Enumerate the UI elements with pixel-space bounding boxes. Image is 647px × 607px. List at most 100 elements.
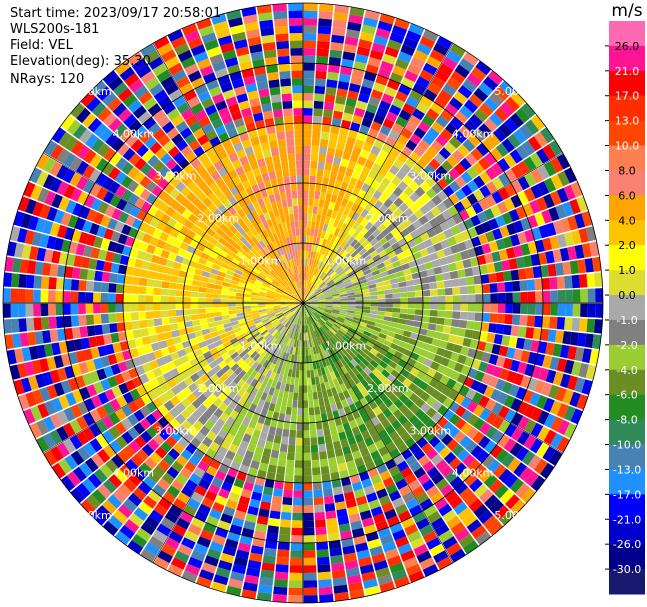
range-gate	[327, 356, 334, 365]
range-gate	[348, 83, 361, 93]
start-time-value: 2023/09/17 20:58:01	[83, 6, 222, 21]
range-gate	[266, 307, 274, 311]
range-gate	[105, 344, 115, 355]
range-gate	[183, 303, 191, 309]
range-gate	[314, 353, 319, 362]
range-gate	[272, 356, 279, 365]
range-gate	[375, 245, 385, 254]
range-gate	[329, 49, 343, 59]
range-gate	[197, 404, 208, 415]
range-gate	[393, 186, 404, 197]
range-gate	[449, 180, 461, 193]
range-gate	[569, 391, 581, 408]
range-gate	[453, 362, 464, 373]
range-gate	[377, 303, 386, 308]
range-gate	[418, 215, 429, 226]
range-gate	[283, 319, 289, 327]
range-gate	[388, 213, 398, 223]
range-gate	[252, 396, 260, 406]
range-gate	[372, 344, 381, 352]
range-gate	[100, 238, 111, 251]
range-gate	[130, 303, 139, 312]
range-gate	[288, 303, 296, 306]
range-gate	[372, 368, 381, 378]
range-gate	[309, 316, 314, 324]
range-gate	[421, 151, 434, 164]
range-gate	[223, 396, 233, 406]
range-gate	[321, 286, 329, 292]
range-gate	[139, 405, 151, 418]
colorbar-swatches: 26.021.017.013.010.08.06.04.02.01.00.0-1…	[605, 21, 645, 595]
range-gate	[323, 169, 331, 179]
range-gate	[464, 267, 474, 277]
range-gate	[452, 303, 461, 311]
range-gate	[375, 232, 385, 242]
range-gate	[509, 478, 524, 494]
range-gate	[390, 321, 399, 328]
range-gate	[297, 310, 301, 318]
range-gate	[584, 258, 594, 273]
range-gate	[344, 225, 352, 234]
range-gate	[355, 100, 368, 111]
range-gate	[281, 306, 289, 310]
colorbar-tick-label: -6.0	[616, 389, 637, 402]
range-gate	[72, 466, 87, 482]
range-gate	[345, 429, 354, 439]
range-gate	[308, 293, 315, 299]
range-gate	[391, 312, 400, 318]
range-gate	[222, 386, 232, 397]
range-gate	[357, 407, 367, 417]
range-gate	[280, 511, 292, 521]
range-gate	[267, 464, 277, 474]
range-gate	[190, 303, 199, 309]
range-gate	[408, 338, 417, 346]
range-gate	[251, 412, 260, 422]
range-gate	[348, 273, 357, 279]
range-gate	[187, 266, 196, 274]
range-gate	[307, 291, 313, 298]
range-gate	[51, 342, 61, 356]
range-gate	[122, 498, 138, 513]
range-gate	[347, 307, 356, 312]
range-gate	[310, 153, 319, 162]
range-gate	[303, 497, 314, 506]
range-gate	[321, 334, 328, 342]
range-gate	[79, 268, 89, 280]
range-gate	[198, 308, 206, 314]
range-gate	[362, 303, 371, 307]
range-gate	[360, 208, 369, 218]
range-gate	[56, 410, 69, 425]
range-gate	[310, 315, 316, 323]
range-gate	[504, 423, 517, 438]
range-gate	[391, 25, 408, 37]
range-gate	[459, 487, 474, 501]
range-gate	[245, 426, 255, 436]
range-gate	[355, 364, 363, 373]
range-gate	[78, 361, 89, 375]
range-gate	[278, 325, 285, 333]
range-gate	[259, 501, 271, 511]
range-gate	[354, 488, 366, 499]
range-gate	[314, 93, 325, 102]
range-gate	[530, 340, 540, 353]
range-gate	[256, 323, 264, 330]
colorbar-tick-label: 2.0	[618, 239, 636, 252]
range-gate	[404, 274, 413, 281]
range-gate	[323, 427, 331, 437]
range-gate	[287, 330, 293, 338]
range-gate	[245, 375, 254, 385]
range-gate	[304, 273, 307, 281]
range-gate	[196, 368, 206, 378]
range-gate	[382, 118, 395, 129]
range-gate	[303, 250, 306, 259]
range-gate	[48, 277, 57, 290]
range-gate	[239, 361, 248, 370]
range-gate	[391, 317, 400, 323]
range-gate	[275, 311, 283, 316]
range-gate	[303, 520, 315, 528]
range-gate	[168, 504, 183, 517]
range-gate	[477, 254, 487, 266]
range-gate	[315, 176, 323, 185]
range-gate	[343, 321, 351, 327]
range-gate	[308, 292, 315, 298]
